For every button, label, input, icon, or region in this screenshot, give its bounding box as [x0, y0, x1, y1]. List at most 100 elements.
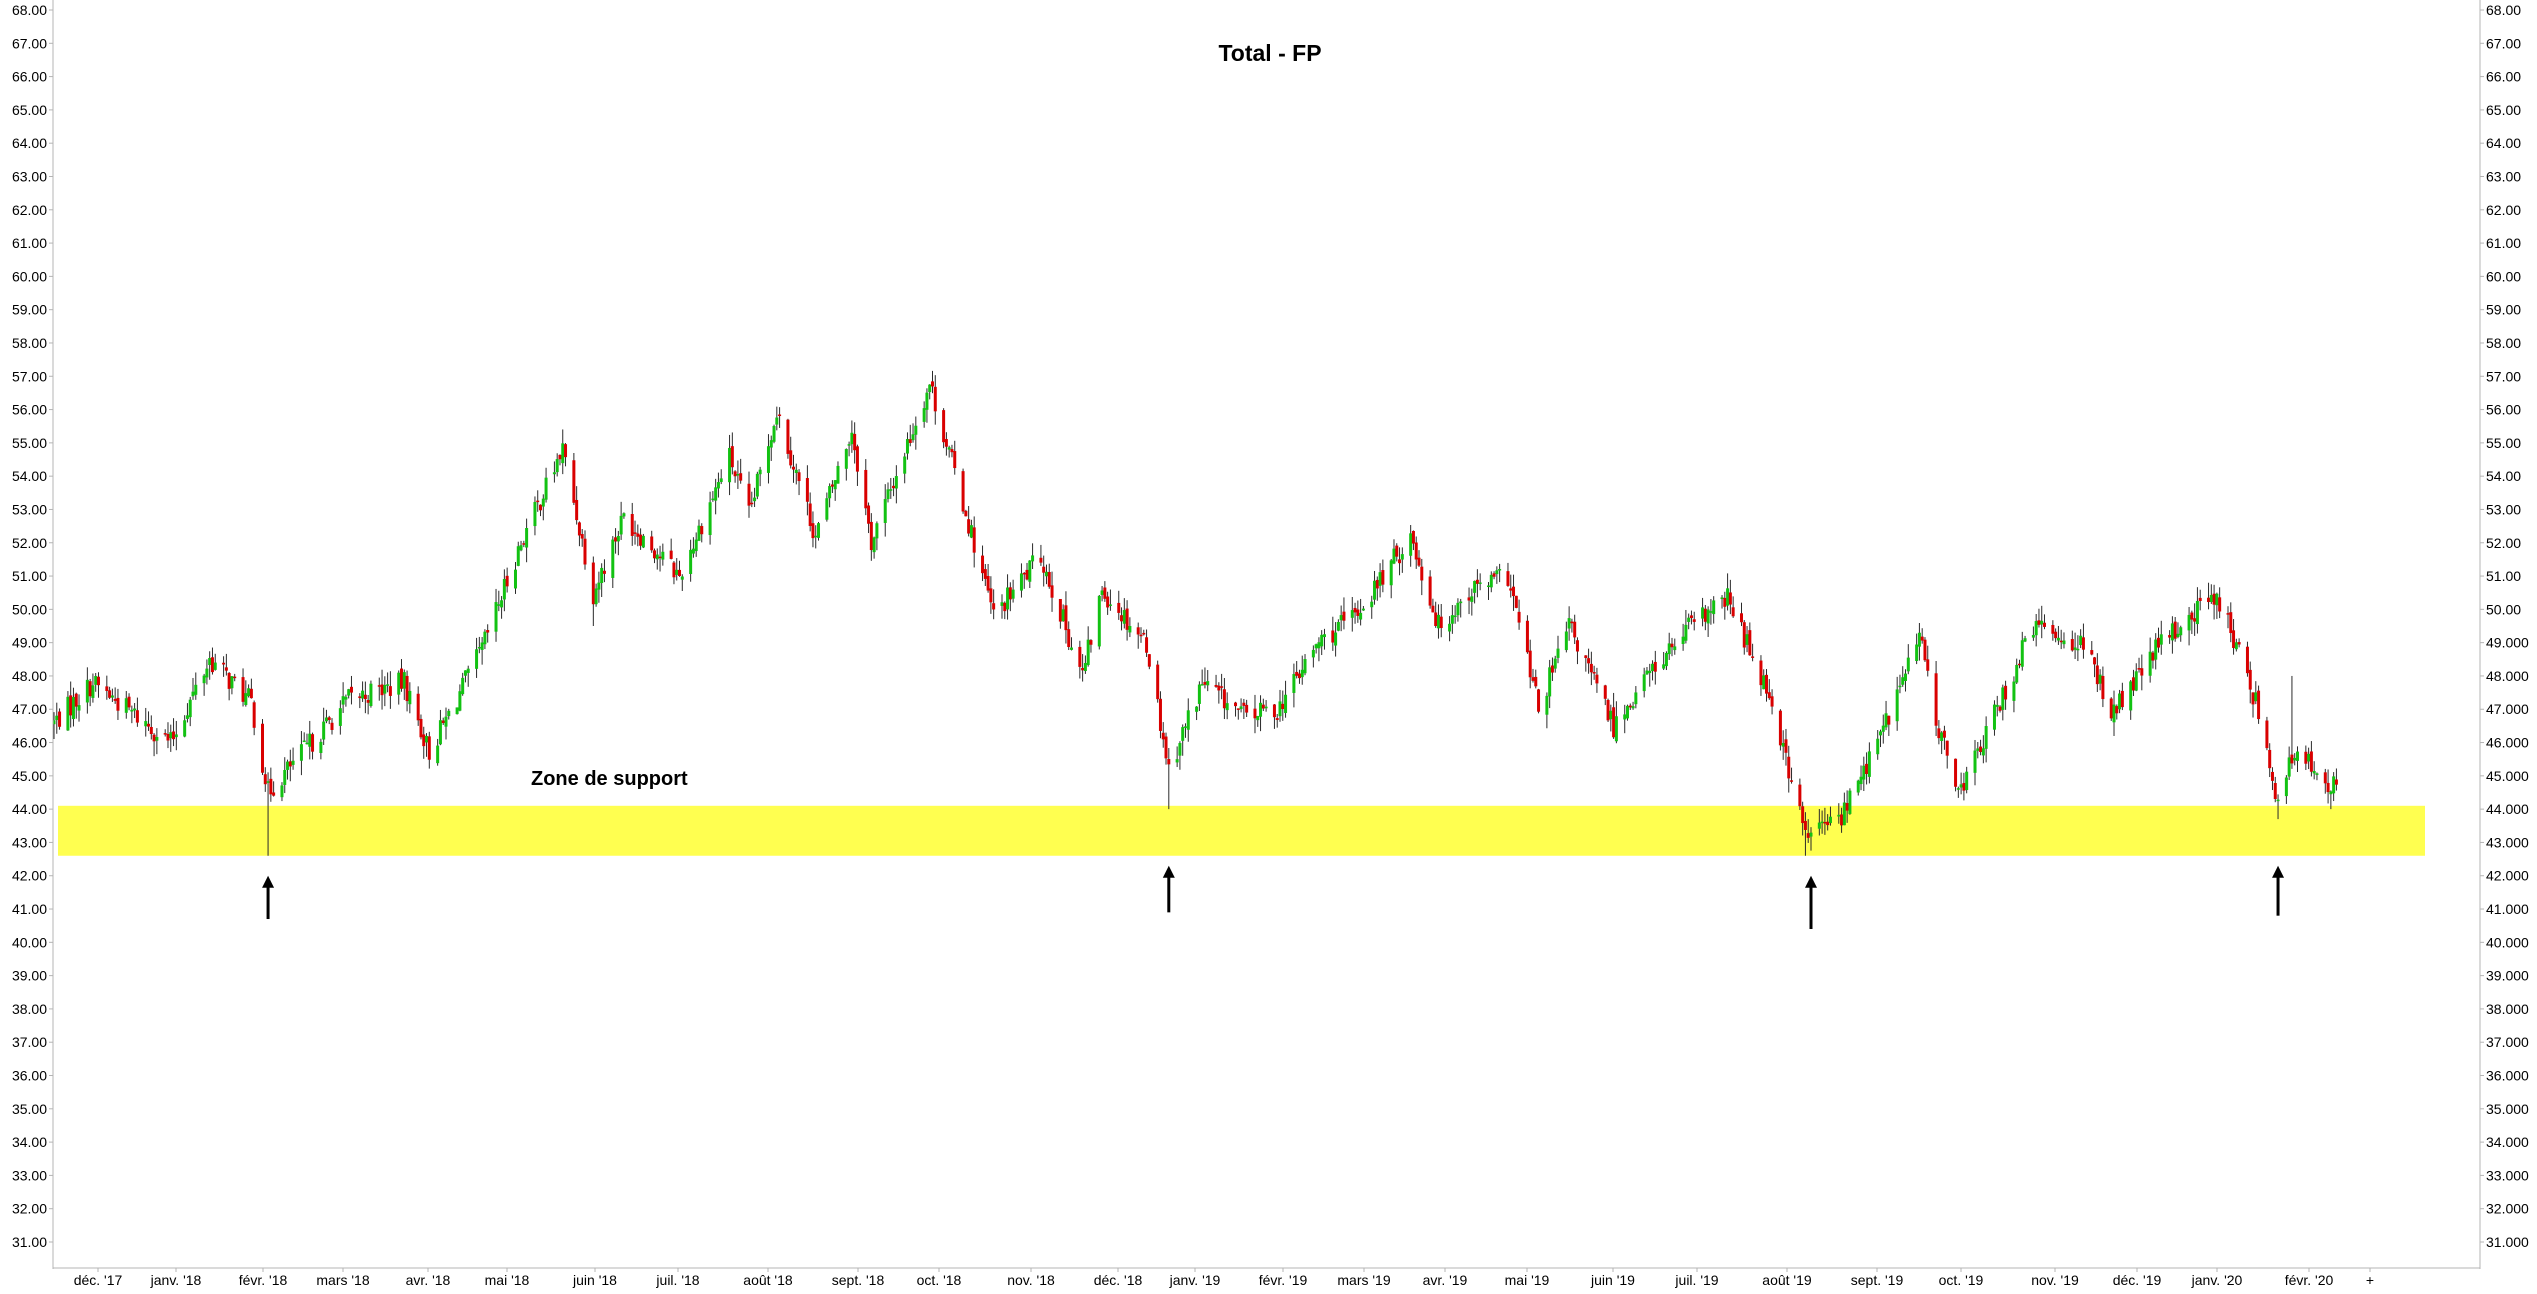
bar-body	[1934, 673, 1938, 726]
bar-body	[2190, 612, 2194, 620]
bar-body	[2023, 638, 2027, 642]
bar-body	[1000, 602, 1004, 606]
bar-body	[1439, 616, 1443, 629]
bar-body	[1436, 614, 1440, 629]
bar-body	[1459, 601, 1463, 604]
bar-body	[1395, 545, 1399, 557]
arrow-head	[1162, 865, 1175, 878]
bar-body	[1414, 542, 1418, 560]
bar-body	[477, 647, 481, 649]
bar-body	[2034, 621, 2038, 636]
bar-body	[855, 446, 859, 472]
bar-body	[833, 480, 837, 490]
bar-body	[185, 715, 189, 719]
y-tick-label-left: 49.00	[12, 635, 47, 651]
bar-body	[794, 469, 798, 474]
bar-body	[1064, 605, 1068, 631]
bar-body	[241, 677, 245, 702]
bar-body	[1011, 589, 1015, 599]
y-tick-label-right: 41.000	[2486, 901, 2529, 917]
bar-body	[1106, 596, 1110, 608]
y-tick-label-right: 32.000	[2486, 1201, 2529, 1217]
bar-body	[2176, 633, 2180, 638]
bar-body	[1534, 676, 1538, 687]
support-arrows	[262, 865, 2285, 930]
bar-body	[249, 688, 253, 699]
bar-body	[633, 532, 637, 534]
y-tick-label-right: 36.000	[2486, 1068, 2529, 1084]
bar-body	[1723, 597, 1727, 607]
y-tick-label-right: 64.00	[2486, 135, 2521, 151]
bar-body	[2101, 675, 2105, 700]
bar-body	[1915, 644, 1919, 661]
y-tick-label-right: 44.000	[2486, 801, 2529, 817]
bar-body	[1917, 632, 1921, 647]
bar-body	[174, 734, 178, 738]
bar-body	[2179, 627, 2183, 636]
bar-body	[408, 690, 412, 705]
bar-body	[1506, 571, 1510, 586]
y-tick-label-left: 48.00	[12, 668, 47, 684]
bar-body	[1556, 648, 1560, 658]
bar-body	[886, 489, 890, 500]
bar-body	[1612, 707, 1616, 738]
bar-body	[1817, 822, 1821, 829]
bar-body	[1512, 586, 1516, 597]
bar-body	[669, 550, 673, 559]
bar-body	[388, 686, 392, 696]
y-tick-label-right: 37.000	[2486, 1034, 2529, 1050]
bar-body	[1044, 571, 1048, 577]
bar-body	[2276, 799, 2280, 802]
x-tick-label: janv. '18	[150, 1272, 202, 1288]
bar-body	[1242, 702, 1246, 706]
bar-body	[1284, 694, 1288, 714]
bar-body	[1375, 579, 1379, 589]
bar-body	[2120, 690, 2124, 708]
bar-body	[1245, 704, 1249, 713]
bar-body	[1278, 701, 1282, 717]
bar-body	[925, 392, 929, 410]
bar-body	[522, 543, 526, 545]
bar-body	[680, 576, 684, 580]
bar-body	[1976, 748, 1980, 751]
bar-body	[2115, 706, 2119, 714]
bar-body	[1378, 572, 1382, 586]
bar-body	[747, 483, 751, 506]
x-tick-label: mars '19	[1337, 1272, 1390, 1288]
y-tick-label-right: 55.00	[2486, 435, 2521, 451]
bar-body	[1645, 670, 1649, 675]
bar-body	[1984, 726, 1988, 749]
y-tick-label-left: 59.00	[12, 302, 47, 318]
bar-body	[1979, 746, 1983, 753]
bar-body	[2170, 623, 2174, 641]
bar-body	[1940, 732, 1944, 742]
bar-body	[2290, 754, 2294, 764]
y-tick-label-right: 45.000	[2486, 768, 2529, 784]
bar-body	[519, 545, 523, 551]
bar-body	[1673, 646, 1677, 651]
bar-body	[116, 697, 120, 711]
bar-body	[2017, 663, 2021, 666]
bar-body	[2215, 593, 2219, 606]
bar-body	[1642, 674, 1646, 692]
bar-body	[1904, 673, 1908, 681]
bar-body	[183, 720, 187, 737]
bar-body	[914, 425, 918, 435]
bar-body	[2090, 650, 2094, 655]
bar-body	[1317, 642, 1321, 649]
bar-body	[1078, 646, 1082, 667]
bar-body	[1865, 763, 1869, 774]
bar-body	[630, 513, 634, 536]
bar-body	[2051, 624, 2055, 634]
bar-body	[263, 774, 267, 785]
bar-body	[2329, 791, 2333, 795]
bar-body	[2218, 597, 2222, 612]
bar-body	[558, 454, 562, 460]
bar-body	[1553, 658, 1557, 669]
bar-body	[1731, 607, 1735, 617]
bar-body	[1965, 771, 1969, 791]
y-tick-label-right: 53.00	[2486, 501, 2521, 517]
bar-body	[1684, 624, 1688, 641]
x-tick-label: janv. '20	[2191, 1272, 2243, 1288]
bar-body	[302, 740, 306, 743]
